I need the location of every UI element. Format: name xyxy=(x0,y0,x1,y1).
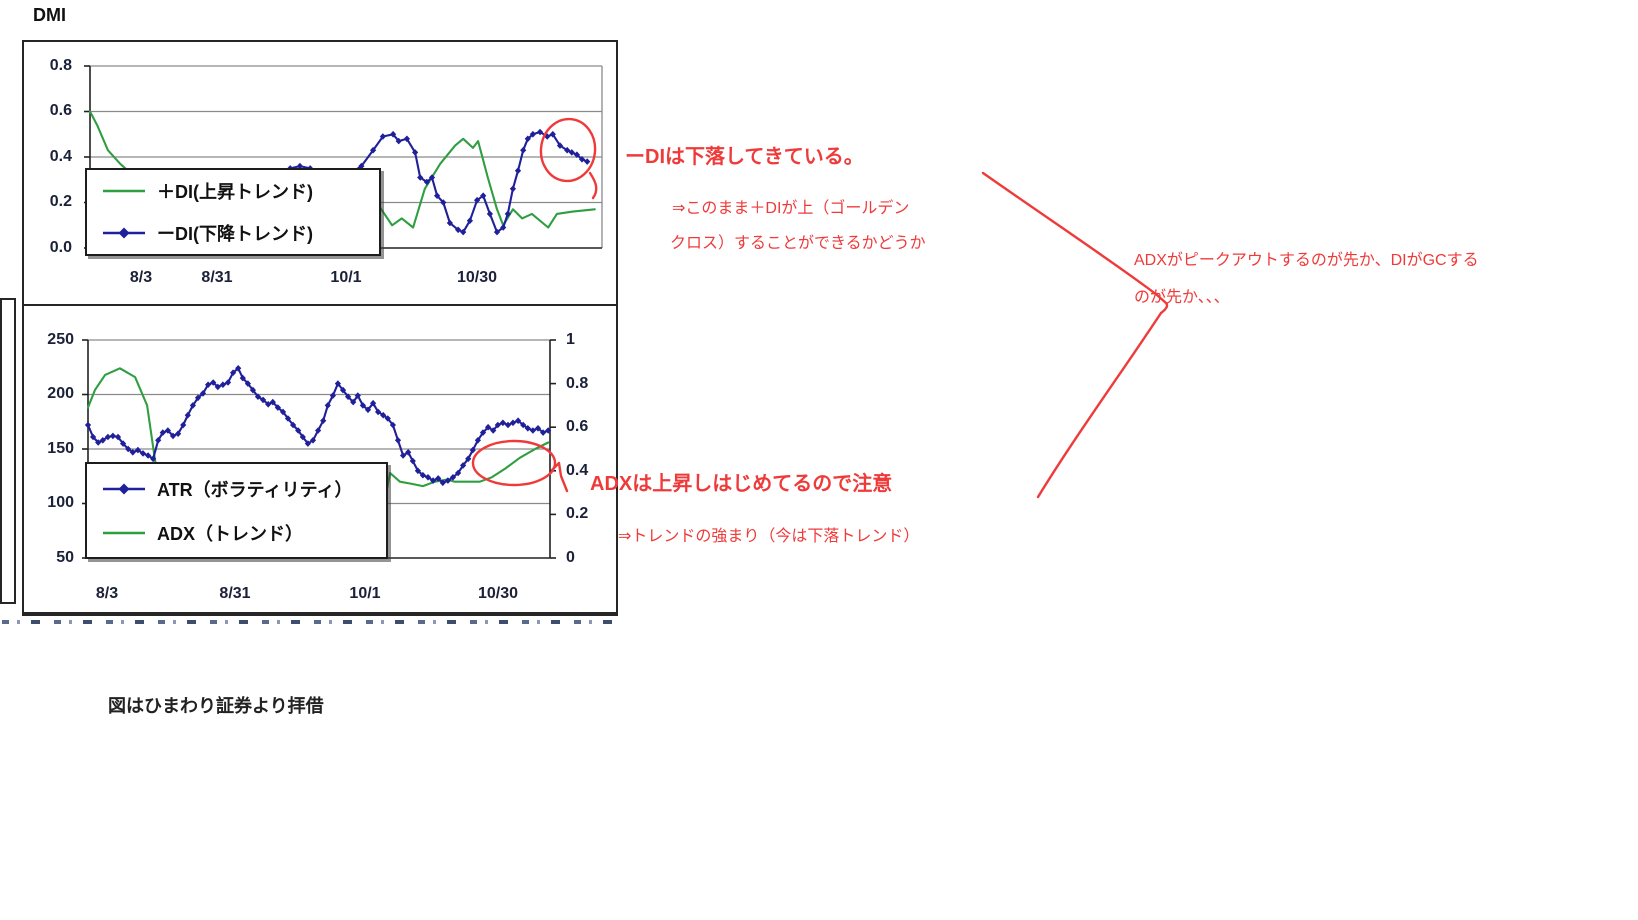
annotation-race-line2: のが先か、、、 xyxy=(1134,289,1230,306)
y-tick-label: 0.4 xyxy=(49,148,72,165)
y-tick-label: 50 xyxy=(56,549,74,566)
x-tick-label: 10/1 xyxy=(330,269,362,286)
x-tick-label: 8/31 xyxy=(219,585,251,602)
y-tick-label: 0.0 xyxy=(49,239,72,256)
legend-item-adx: ADX（トレンド） xyxy=(101,511,386,555)
dmi-legend: ＋DI(上昇トレンド) ーDI(下降トレンド) xyxy=(85,168,381,256)
cropped-text-remnants xyxy=(2,620,616,624)
x-tick-label: 8/31 xyxy=(201,269,233,286)
legend-label-plus-di: ＋DI(上昇トレンド) xyxy=(157,182,313,202)
x-tick-label: 8/3 xyxy=(129,269,153,286)
cropped-left-box-edge xyxy=(0,298,16,604)
y-tick-label: 0.8 xyxy=(49,57,72,74)
y-tick-label: 1 xyxy=(566,331,575,348)
chart-title: DMI xyxy=(33,5,66,25)
y-tick-label: 0.6 xyxy=(566,418,589,435)
annotation-di-sub2: クロス）することができるかどうか xyxy=(670,235,926,252)
x-tick-label: 10/1 xyxy=(349,585,381,602)
annotation-race-line1: ADXがピークアウトするのが先か、DIがGCする xyxy=(1134,252,1479,269)
y-tick-label: 250 xyxy=(47,331,74,348)
adx-line-swatch xyxy=(103,531,145,534)
annotation-di-main: ーDIは下落してきている。 xyxy=(625,146,864,168)
y-tick-label: 0.8 xyxy=(566,375,589,392)
y-tick-label: 100 xyxy=(47,494,74,511)
x-tick-label: 8/3 xyxy=(95,585,119,602)
x-tick-label: 10/30 xyxy=(456,269,498,286)
atr-adx-chart-box xyxy=(22,304,618,616)
y-tick-label: 0.2 xyxy=(566,505,589,522)
minus-di-line-swatch xyxy=(103,227,145,239)
y-tick-label: 0.6 xyxy=(49,102,72,119)
legend-item-minus-di: ーDI(下降トレンド) xyxy=(101,212,379,254)
y-tick-label: 200 xyxy=(47,385,74,402)
atr-adx-legend: ATR（ボラティリティ） ADX（トレンド） xyxy=(85,462,388,559)
legend-label-minus-di: ーDI(下降トレンド) xyxy=(157,224,313,244)
annotation-adx-sub: ⇒トレンドの強まり（今は下落トレンド） xyxy=(618,528,920,545)
x-tick-label: 10/30 xyxy=(477,585,519,602)
source-caption: 図はひまわり証券より拝借 xyxy=(108,696,324,716)
legend-item-plus-di: ＋DI(上昇トレンド) xyxy=(101,170,379,212)
y-tick-label: 0 xyxy=(566,549,575,566)
y-tick-label: 0.4 xyxy=(566,462,589,479)
red-bracket xyxy=(981,171,1169,499)
annotation-di-sub1: ⇒このまま＋DIが上（ゴールデン xyxy=(672,200,910,217)
legend-label-atr: ATR（ボラティリティ） xyxy=(157,479,353,500)
atr-line-swatch xyxy=(103,483,145,494)
annotation-adx-main: ADXは上昇しはじめてるので注意 xyxy=(590,473,893,495)
legend-item-atr: ATR（ボラティリティ） xyxy=(101,467,386,511)
y-tick-label: 0.2 xyxy=(49,193,72,210)
legend-label-adx: ADX（トレンド） xyxy=(157,523,304,544)
plus-di-line-swatch xyxy=(103,189,145,193)
y-tick-label: 150 xyxy=(47,440,74,457)
